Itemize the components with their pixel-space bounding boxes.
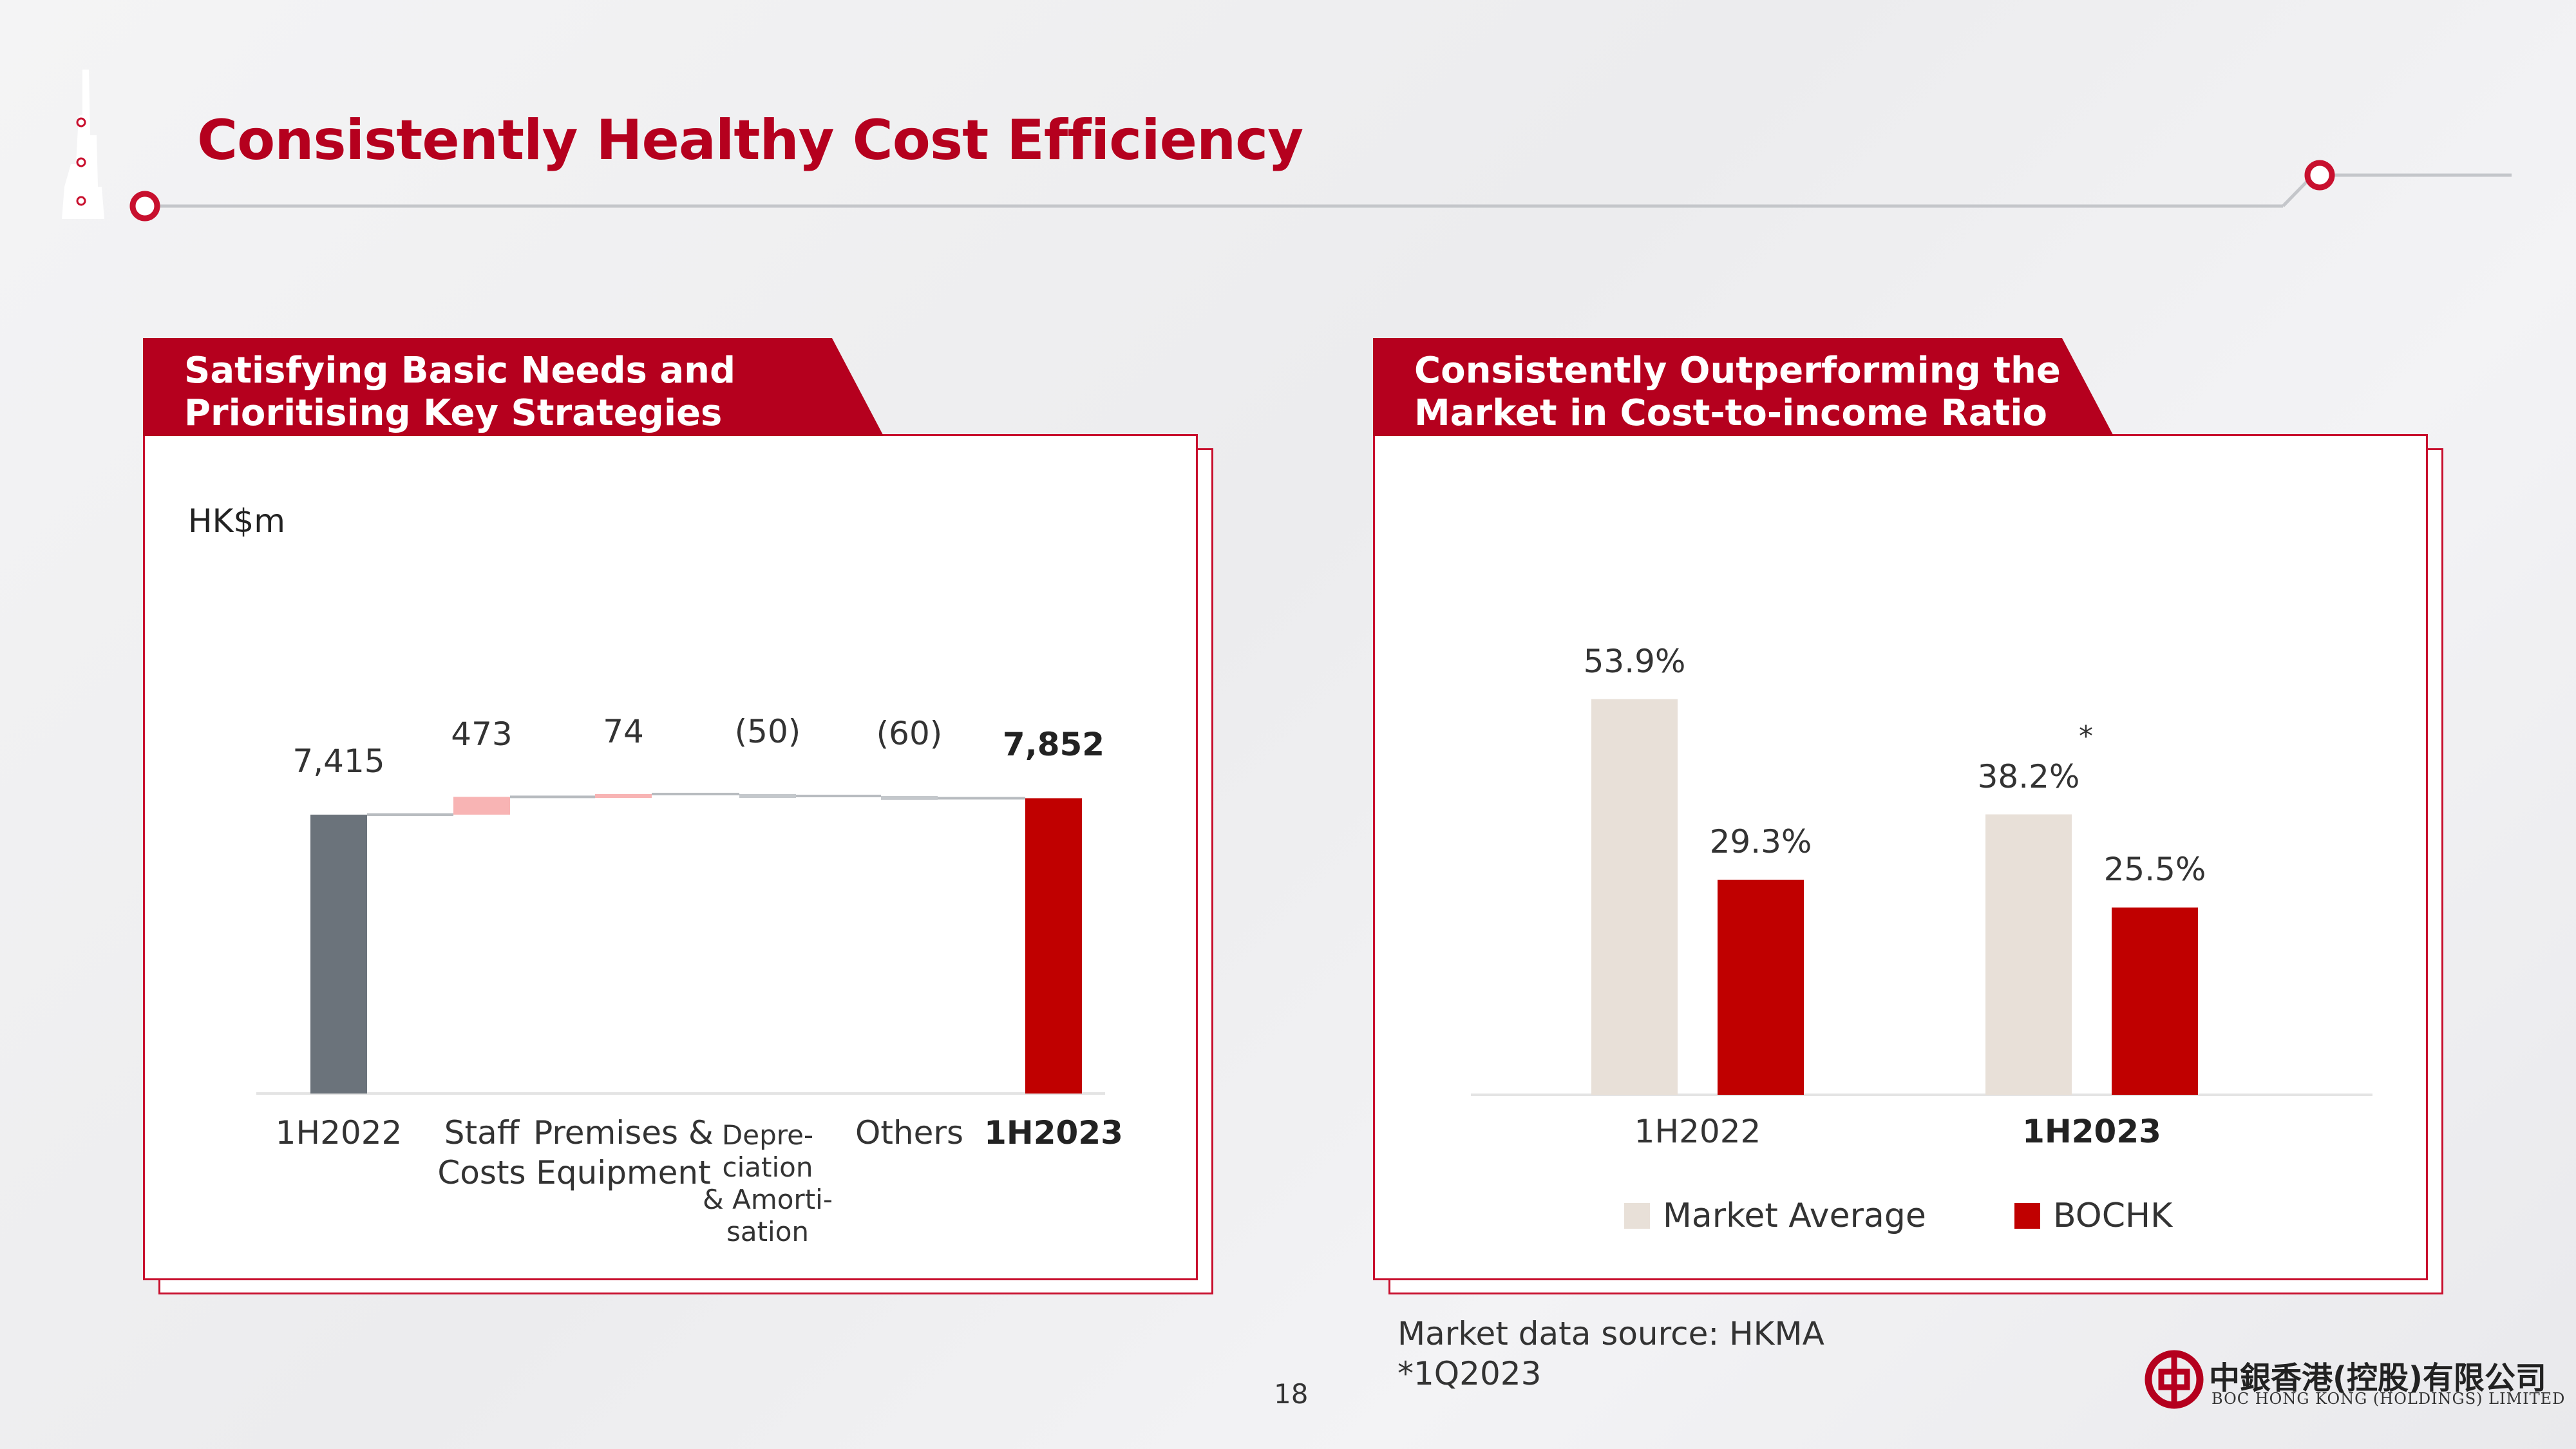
asterisk-note: *1Q2023 — [1397, 1355, 1542, 1392]
waterfall-category-line: Depre- — [721, 1119, 814, 1151]
waterfall-category-line: Costs — [437, 1154, 526, 1191]
page-number: 18 — [1274, 1378, 1309, 1410]
cir-bar — [1591, 699, 1678, 1095]
company-name-english: BOC HONG KONG (HOLDINGS) LIMITED — [2211, 1390, 2566, 1408]
waterfall-bar — [310, 814, 367, 1094]
tower-logo-icon — [62, 70, 104, 219]
waterfall-category-label: 1H2023 — [984, 1113, 1123, 1153]
waterfall-category-label: Depre-ciation & Amorti-sation — [703, 1119, 833, 1248]
waterfall-category-line: sation — [726, 1216, 810, 1247]
cir-category-label: 1H2023 — [2022, 1113, 2161, 1150]
cir-bar — [2112, 907, 2198, 1095]
header-ring-right-icon — [2304, 160, 2335, 191]
source-note: Market data source: HKMA — [1397, 1315, 1824, 1352]
right-panel — [1373, 434, 2428, 1280]
cir-bar — [1985, 814, 2072, 1095]
waterfall-bar — [1025, 798, 1082, 1094]
waterfall-value-label: 74 — [603, 713, 644, 751]
cir-value-label: 53.9% — [1583, 642, 1686, 680]
cir-value-label: 25.5% — [2103, 851, 2206, 889]
legend-swatch-bochk — [2014, 1203, 2040, 1229]
waterfall-value-label: 7,852 — [1002, 726, 1105, 764]
left-heading-line1: Satisfying Basic Needs and — [184, 350, 736, 392]
waterfall-category-line: Premises & — [533, 1114, 714, 1151]
waterfall-category-line: 1H2022 — [275, 1114, 402, 1151]
cir-bar — [1718, 879, 1804, 1095]
waterfall-bar — [595, 794, 652, 799]
waterfall-category-line: Equipment — [536, 1154, 711, 1191]
legend-bochk: BOCHK — [2014, 1197, 2172, 1235]
right-panel-heading: Consistently Outperforming the Market in… — [1373, 338, 2114, 436]
legend-label-market: Market Average — [1663, 1197, 1926, 1235]
footnotes: Market data source: HKMA *1Q2023 — [1397, 1314, 1824, 1394]
waterfall-value-label: 473 — [451, 715, 513, 753]
waterfall-value-label: (50) — [734, 713, 801, 751]
legend-swatch-market — [1624, 1203, 1650, 1229]
cir-category-label: 1H2022 — [1634, 1113, 1761, 1150]
header-decoration — [62, 70, 2512, 222]
waterfall-bar — [453, 797, 510, 815]
page-title: Consistently Healthy Cost Efficiency — [197, 108, 1303, 173]
waterfall-category-label: Premises & Equipment — [533, 1113, 714, 1193]
left-heading-line2: Prioritising Key Strategies — [184, 392, 723, 434]
cir-value-label: 38.2% — [1977, 757, 2080, 795]
right-heading-line2: Market in Cost-to-income Ratio — [1414, 392, 2047, 434]
left-panel-heading: Satisfying Basic Needs and Prioritising … — [143, 338, 884, 436]
waterfall-category-line: Others — [855, 1114, 964, 1151]
unit-label: HK$m — [188, 502, 285, 540]
company-name-chinese: 中銀香港(控股)有限公司 — [2209, 1360, 2546, 1396]
waterfall-value-label: 7,415 — [292, 742, 385, 780]
waterfall-category-line: & Amorti- — [702, 1184, 833, 1215]
waterfall-category-line: 1H2023 — [984, 1114, 1123, 1151]
right-heading-line1: Consistently Outperforming the — [1414, 350, 2061, 392]
waterfall-category-line: ciation — [722, 1151, 813, 1183]
waterfall-category-label: Others — [855, 1113, 963, 1153]
cir-value-label: 29.3% — [1709, 822, 1812, 860]
waterfall-category-label: Staff Costs — [437, 1113, 526, 1193]
waterfall-category-label: 1H2022 — [276, 1113, 402, 1153]
waterfall-category-line: Staff — [444, 1114, 520, 1151]
legend-market-average: Market Average — [1624, 1197, 1926, 1235]
waterfall-value-label: (60) — [876, 714, 943, 752]
header-ring-left-icon — [129, 191, 160, 222]
boc-logo-icon — [2145, 1350, 2204, 1409]
waterfall-bar — [739, 794, 796, 799]
waterfall-bar — [881, 795, 938, 800]
legend-label-bochk: BOCHK — [2053, 1197, 2173, 1235]
footnote-asterisk-marker: * — [2079, 720, 2093, 753]
